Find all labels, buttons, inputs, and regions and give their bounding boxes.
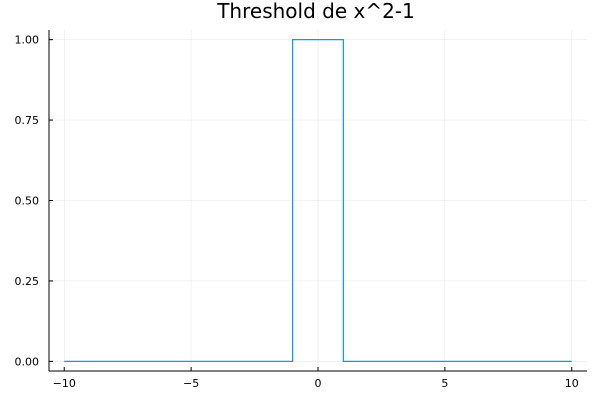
x-tick-label: −10: [53, 377, 76, 390]
axes: [48, 30, 587, 372]
y-tick-label: 1.00: [15, 34, 40, 47]
series-layer: [64, 39, 572, 362]
series-line: [64, 39, 572, 362]
tick-labels: −10 −5 0 5 10 0.00 0.25 0.50 0.75 1.00: [15, 34, 579, 390]
y-tick-label: 0.25: [15, 275, 40, 288]
chart-title: Threshold de x^2-1: [216, 0, 415, 23]
y-tick-label: 0.75: [15, 114, 40, 127]
x-tick-label: 0: [315, 377, 322, 390]
x-tick-label: 5: [441, 377, 448, 390]
y-tick-label: 0.00: [15, 355, 40, 368]
y-tick-label: 0.50: [15, 195, 40, 208]
x-tick-label: −5: [183, 377, 199, 390]
x-tick-label: 10: [565, 377, 579, 390]
